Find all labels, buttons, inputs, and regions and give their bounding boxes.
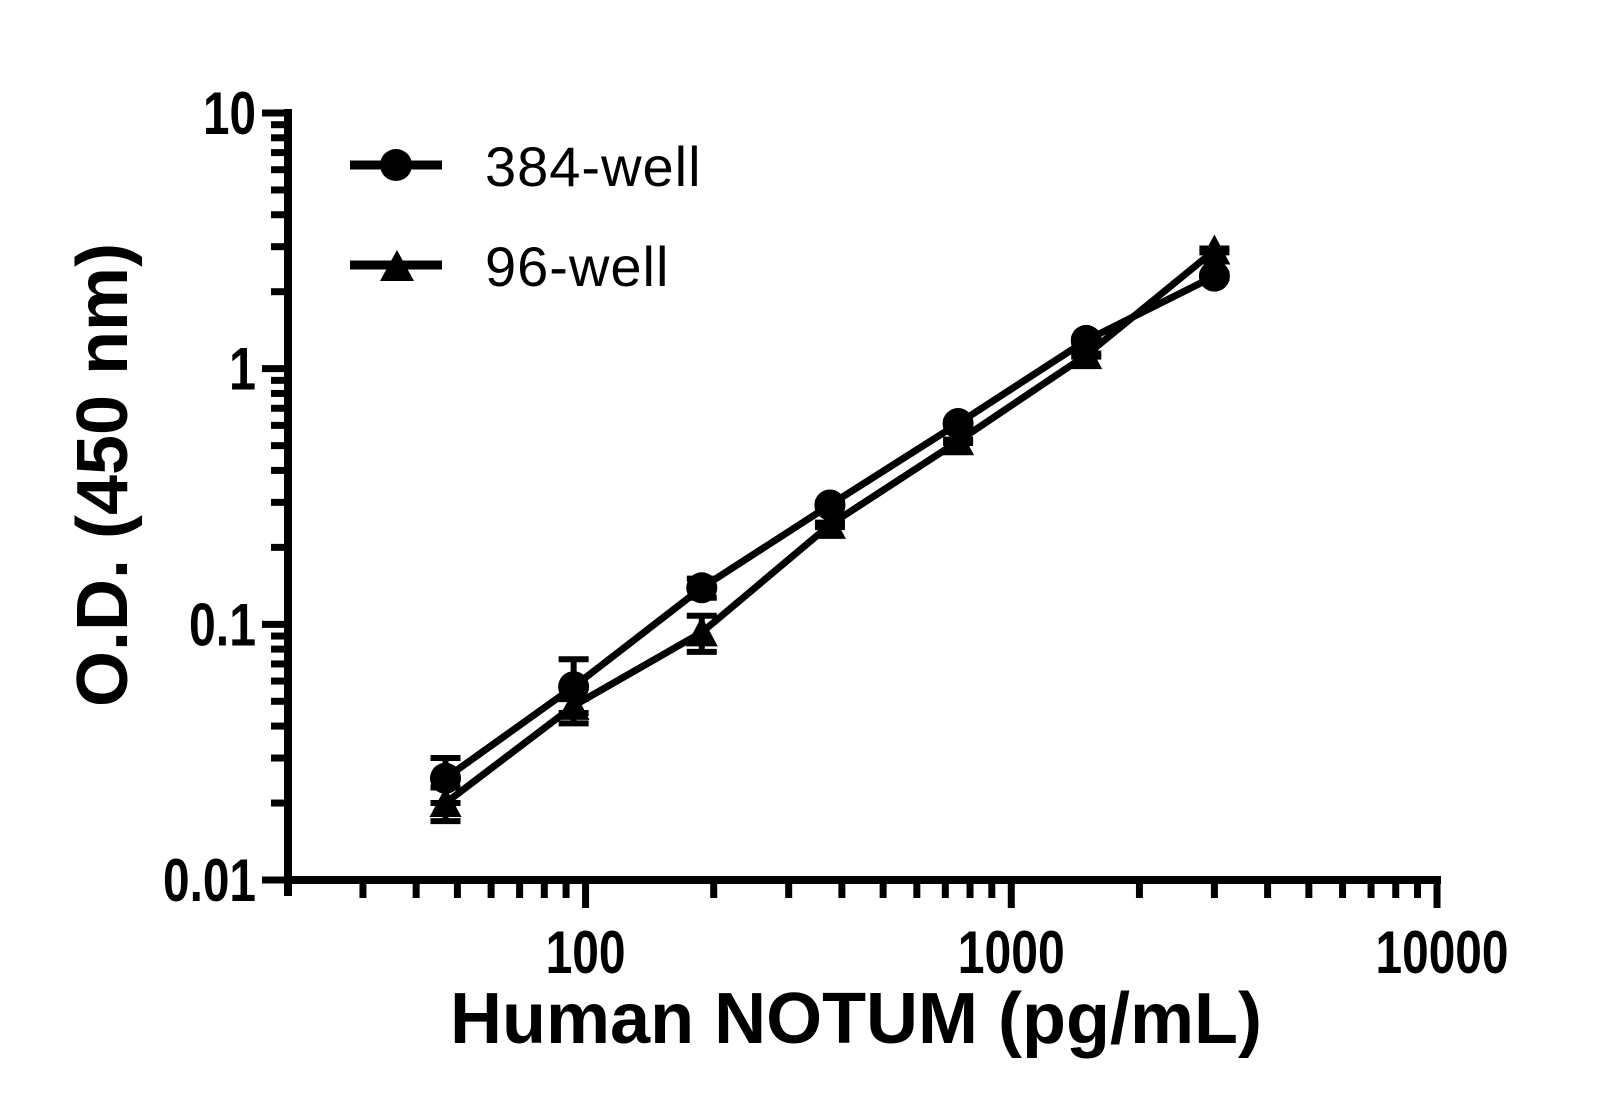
x-tick-label-100: 100 (546, 919, 626, 986)
chart-plot-area: 100 1000 10000 0.01 0.1 1 10 (163, 80, 1509, 986)
y-tick-label-0.1: 0.1 (189, 591, 256, 658)
data-point-circle-384-well (942, 408, 974, 440)
data-point-circle-384-well (558, 671, 590, 703)
legend-circle-marker-icon (380, 149, 412, 181)
y-tick-label-0.01: 0.01 (163, 847, 256, 914)
legend-entry-96-well: 96-well (350, 235, 669, 298)
legend-label-384-well: 384-well (485, 135, 702, 198)
legend-entry-384-well: 384-well (350, 135, 702, 198)
data-point-triangle-96-well (942, 425, 975, 456)
data-point-triangle-96-well (1070, 339, 1103, 370)
legend-label-96-well: 96-well (485, 235, 669, 298)
data-point-triangle-96-well (1198, 234, 1231, 265)
legend-triangle-marker-icon (380, 250, 414, 281)
data-point-triangle-96-well (813, 508, 846, 539)
legend: 384-well 96-well (350, 135, 702, 298)
x-axis-title: Human NOTUM (pg/mL) (450, 979, 1262, 1059)
y-tick-label-10: 10 (203, 80, 256, 147)
data-point-triangle-96-well (429, 787, 462, 818)
data-point-circle-384-well (814, 489, 846, 521)
data-point-triangle-96-well (557, 689, 590, 720)
data-point-circle-384-well (686, 572, 718, 604)
data-point-triangle-96-well (685, 616, 718, 647)
x-tick-label-1000: 1000 (958, 919, 1065, 986)
y-axis-title: O.D. (450 nm) (63, 243, 143, 707)
y-tick-label-1: 1 (229, 336, 256, 403)
data-point-circle-384-well (429, 762, 461, 794)
data-point-circle-384-well (1198, 260, 1230, 292)
x-tick-label-10000: 10000 (1376, 919, 1509, 986)
